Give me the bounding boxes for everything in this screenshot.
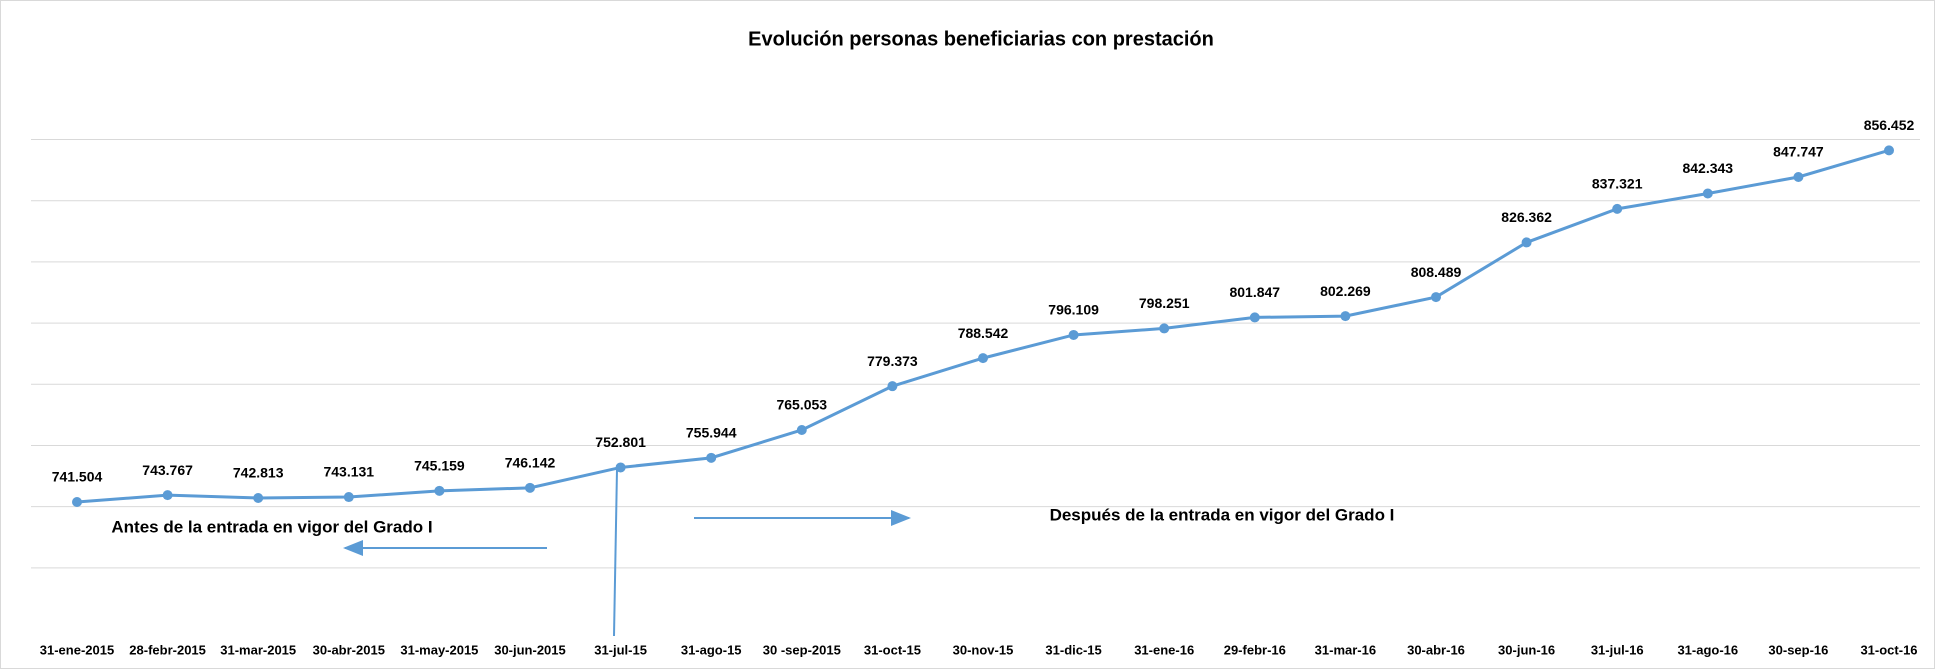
x-tick-label: 31-ene-16 — [1134, 642, 1194, 657]
x-tick-label: 30 -sep-2015 — [763, 642, 841, 657]
data-label: 752.801 — [595, 434, 646, 450]
data-label: 746.142 — [505, 455, 556, 471]
x-tick-label: 31-oct-15 — [864, 642, 921, 657]
x-tick-label: 31-mar-2015 — [220, 642, 296, 657]
annotation: Antes de la entrada en vigor del Grado I — [111, 517, 432, 536]
point — [1612, 203, 1623, 214]
point — [525, 482, 535, 493]
data-label: 779.373 — [867, 353, 918, 369]
point — [1159, 323, 1170, 334]
x-tick-label: 30-abr-16 — [1407, 642, 1465, 657]
point — [978, 353, 988, 364]
divider-line — [613, 468, 618, 637]
point — [1793, 171, 1804, 182]
data-label: 837.321 — [1592, 176, 1643, 192]
data-label: 741.504 — [52, 469, 103, 485]
data-label: 796.109 — [1048, 302, 1099, 318]
point — [1249, 312, 1260, 323]
x-tick-label: 30-abr-2015 — [313, 642, 385, 657]
x-tick-label: 30-jun-2015 — [494, 642, 566, 657]
point — [162, 490, 173, 501]
point — [1702, 188, 1713, 199]
data-label: 826.362 — [1501, 209, 1552, 225]
data-label: 743.131 — [323, 464, 374, 480]
x-tick-label: 31-may-2015 — [400, 642, 478, 657]
point — [706, 452, 717, 463]
x-tick-label: 31-ago-16 — [1677, 642, 1738, 657]
x-tick-label: 31-jul-15 — [594, 642, 647, 657]
point — [1068, 329, 1079, 340]
data-label: 765.053 — [776, 397, 827, 413]
x-tick-label: 31-dic-15 — [1045, 642, 1101, 657]
point — [1431, 292, 1441, 303]
data-label: 755.944 — [686, 425, 737, 441]
x-tick-label: 28-febr-2015 — [129, 642, 206, 657]
point — [343, 492, 354, 503]
x-tick-label: 29-febr-16 — [1224, 642, 1286, 657]
x-tick-label: 30-jun-16 — [1498, 642, 1555, 657]
point — [434, 485, 445, 496]
data-label: 745.159 — [414, 458, 465, 474]
x-tick-label: 31-oct-16 — [1860, 642, 1917, 657]
point — [796, 424, 807, 435]
annotation: Después de la entrada en vigor del Grado… — [1050, 505, 1395, 524]
data-label: 808.489 — [1411, 264, 1462, 280]
x-tick-label: 30-sep-16 — [1768, 642, 1828, 657]
point — [1884, 145, 1894, 156]
x-tick-label: 31-mar-16 — [1315, 642, 1376, 657]
data-label: 802.269 — [1320, 283, 1371, 299]
point — [1340, 311, 1351, 322]
data-label: 847.747 — [1773, 144, 1824, 160]
data-label: 856.452 — [1864, 117, 1915, 133]
x-tick-label: 31-ago-15 — [681, 642, 742, 657]
data-label: 788.542 — [958, 325, 1009, 341]
point — [615, 462, 626, 473]
data-label: 742.813 — [233, 465, 284, 481]
data-label: 798.251 — [1139, 295, 1190, 311]
chart-title: Evolución personas beneficiarias con pre… — [748, 28, 1214, 50]
x-tick-label: 31-ene-2015 — [40, 642, 114, 657]
point — [887, 381, 898, 392]
data-label: 842.343 — [1682, 160, 1733, 176]
point — [253, 493, 264, 504]
data-label: 743.767 — [142, 462, 193, 478]
x-tick-label: 30-nov-15 — [953, 642, 1014, 657]
x-tick-label: 31-jul-16 — [1591, 642, 1644, 657]
point — [72, 497, 82, 508]
data-label: 801.847 — [1229, 284, 1280, 300]
point — [1521, 237, 1532, 248]
